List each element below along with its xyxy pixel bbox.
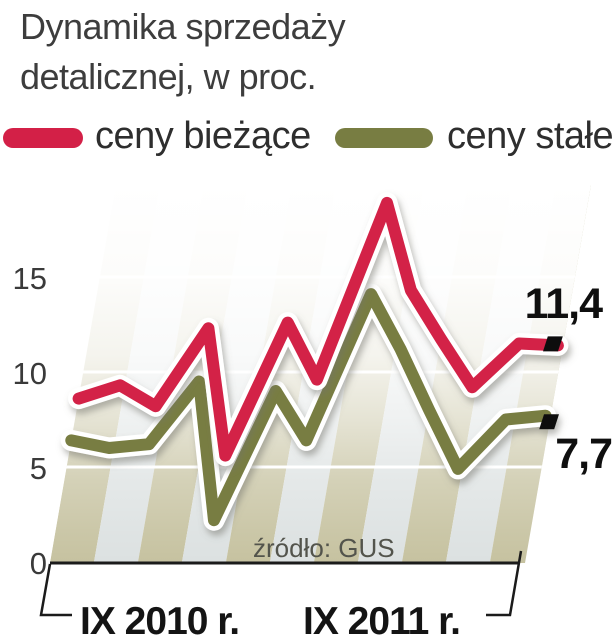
series-constant-prices — [60, 283, 560, 531]
constant-prices-line — [65, 288, 552, 527]
x-axis-bracket-right — [486, 550, 523, 617]
end-value-label-current: 11,4 — [525, 280, 603, 328]
current-prices-end-marker — [543, 336, 563, 352]
end-value-label-constant: 7,7 — [555, 430, 612, 478]
current-prices-line — [72, 196, 564, 462]
legend-label-constant-prices: ceny stałe — [447, 115, 614, 157]
legend-swatch-constant-prices — [335, 128, 433, 148]
chart-title: Dynamika sprzedaży detalicznej, w proc. — [20, 2, 346, 102]
source-note: źródło: GUS — [253, 533, 395, 563]
y-tick-label-10: 10 — [13, 356, 47, 391]
series-current-prices — [68, 192, 569, 467]
chart-title-line2: detalicznej, w proc. — [20, 56, 317, 97]
y-tick-label-15: 15 — [13, 261, 47, 296]
y-tick-label-5: 5 — [30, 451, 47, 486]
x-axis-label-2011: IX 2011 r. — [303, 600, 460, 640]
x-axis-bracket-left — [39, 563, 72, 617]
chart-title-line1: Dynamika sprzedaży — [20, 6, 346, 47]
legend-swatch-current-prices — [3, 128, 83, 148]
x-axis-label-2010: IX 2010 r. — [80, 600, 239, 640]
legend-label-current-prices: ceny bieżące — [95, 115, 311, 157]
y-axis-tick-labels: 0 5 10 15 — [13, 261, 47, 581]
constant-prices-end-marker — [539, 414, 560, 430]
y-tick-label-0: 0 — [30, 546, 47, 581]
